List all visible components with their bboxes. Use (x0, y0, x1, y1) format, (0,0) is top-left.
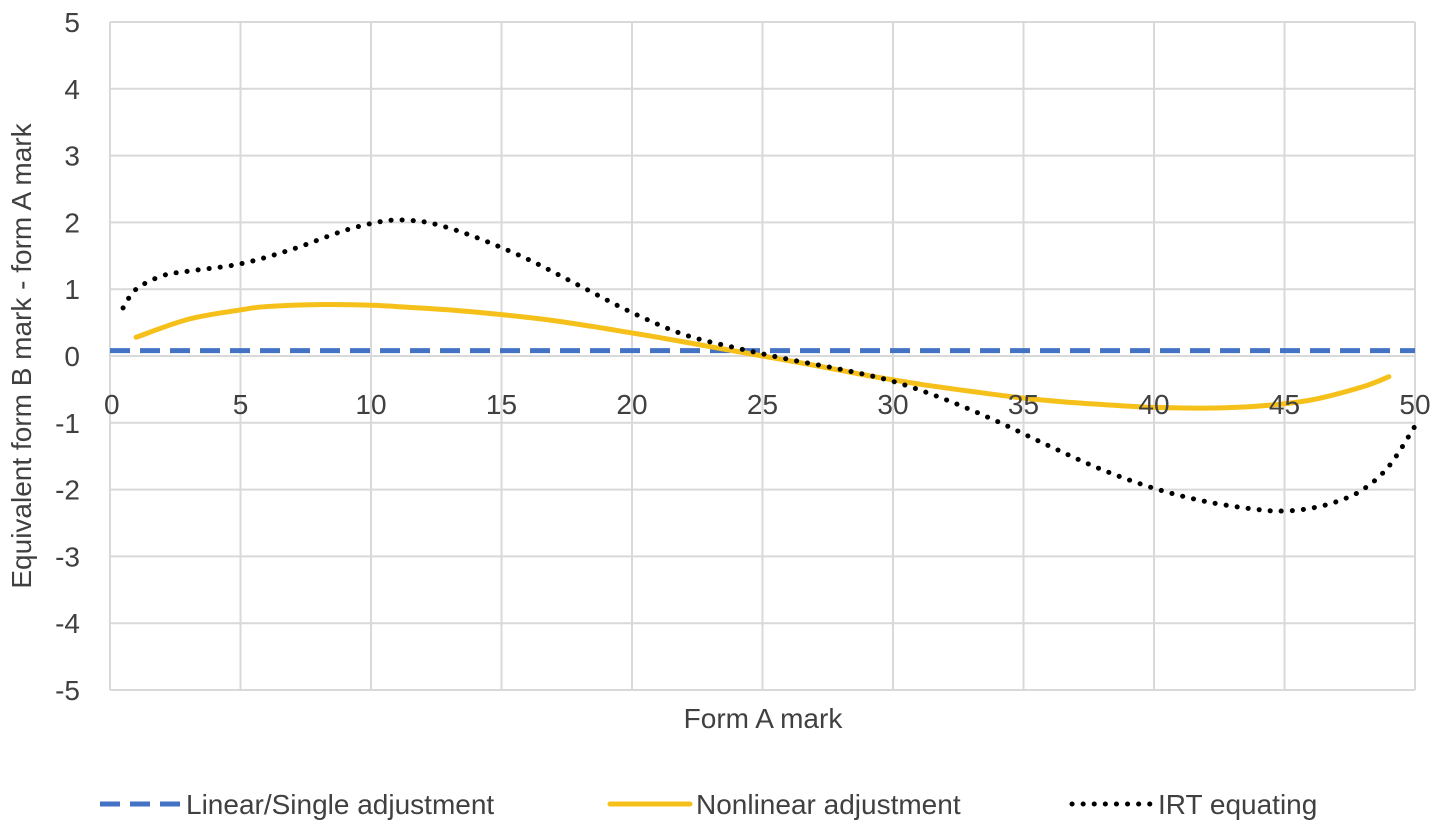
series-lines (110, 217, 1418, 514)
x-tick-label: 25 (747, 389, 778, 420)
x-tick-label: 45 (1269, 389, 1300, 420)
x-tick-label: 0 (104, 389, 120, 420)
y-tick-label: 0 (64, 341, 80, 372)
x-axis-title: Form A mark (684, 703, 844, 734)
y-tick-label: -2 (55, 475, 80, 506)
legend-label-linear-single-adjustment: Linear/Single adjustment (186, 789, 494, 820)
y-tick-label: -1 (55, 408, 80, 439)
series-line-irt-equating (120, 217, 1418, 514)
x-tick-label: 10 (355, 389, 386, 420)
x-tick-label: 15 (486, 389, 517, 420)
y-tick-label: 5 (64, 7, 80, 38)
y-tick-label: 2 (64, 207, 80, 238)
x-tick-label: 35 (1008, 389, 1039, 420)
y-axis-title: Equivalent form B mark - form A mark (6, 122, 37, 588)
x-tick-label: 50 (1399, 389, 1430, 420)
y-tick-label: -3 (55, 541, 80, 572)
y-tick-label: -5 (55, 675, 80, 706)
x-tick-label: 40 (1138, 389, 1169, 420)
legend-label-nonlinear-adjustment: Nonlinear adjustment (696, 789, 961, 820)
x-tick-label: 20 (616, 389, 647, 420)
legend: Linear/Single adjustment Nonlinear adjust… (100, 789, 1317, 820)
y-tick-label: 3 (64, 141, 80, 172)
y-tick-label: -4 (55, 608, 80, 639)
x-tick-label: 30 (877, 389, 908, 420)
x-tick-label: 5 (233, 389, 249, 420)
y-tick-label: 4 (64, 74, 80, 105)
y-tick-label: 1 (64, 274, 80, 305)
legend-label-irt-equating: IRT equating (1158, 789, 1317, 820)
